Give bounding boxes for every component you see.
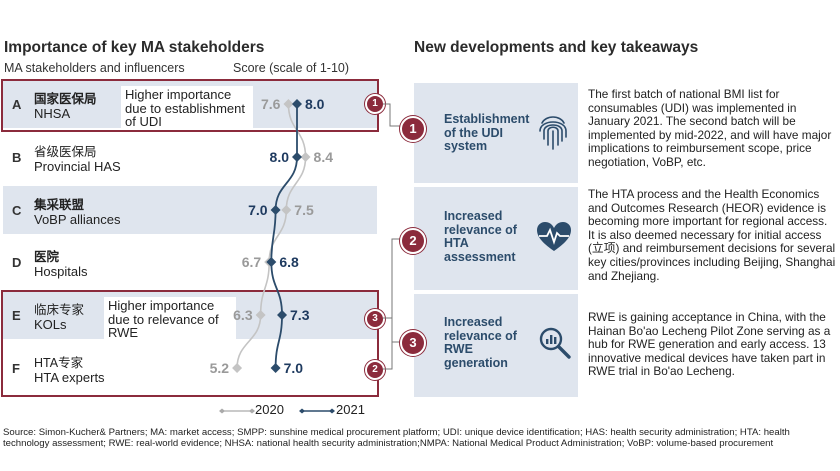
point-2020-F	[232, 363, 243, 373]
stakeholder-en-name: HTA experts	[34, 370, 105, 385]
fingerprint-icon	[539, 116, 567, 150]
point-2020-E	[255, 310, 266, 320]
point-2021-B	[292, 152, 302, 162]
heart-pulse-icon	[537, 222, 571, 251]
development-title: Increased relevance of HTA assessment	[444, 209, 517, 264]
note-nhsa: Higher importance due to establishment o…	[121, 86, 253, 130]
development-description-hta: The HTA process and the Health Economics…	[588, 187, 836, 283]
value-label-2021-E: 7.3	[290, 307, 310, 323]
legend-swatch-2020	[219, 408, 255, 414]
stakeholder-row-b: B 省级医保局 Provincial HAS	[3, 133, 377, 181]
value-label-2020-D: 6.7	[242, 254, 262, 270]
badge-row-e: 3	[365, 309, 385, 329]
point-2021-C	[270, 205, 281, 215]
stakeholder-cn-name: 国家医保局	[34, 92, 97, 106]
score-column-header: Score (scale of 1-10)	[233, 61, 350, 75]
value-label-2021-A: 8.0	[305, 96, 325, 112]
point-2021-A	[292, 99, 302, 109]
value-label-2021-D: 6.8	[279, 254, 299, 270]
development-description-rwe: RWE is gaining acceptance in China, with…	[588, 310, 831, 379]
development-card-udi: Establishment of the UDI system	[414, 83, 578, 183]
badge-row-f: 2	[365, 360, 385, 380]
point-2021-F	[270, 363, 281, 373]
point-2021-D	[266, 257, 277, 267]
point-2020-B	[300, 152, 311, 162]
note-kols: Higher importance due to relevance of RW…	[104, 297, 236, 341]
series-line-2021	[270, 104, 298, 369]
stakeholder-en-name: VoBP alliances	[34, 212, 121, 227]
value-label-2021-B: 8.0	[270, 149, 290, 165]
value-label-2021-F: 7.0	[284, 360, 304, 376]
row-letter: E	[12, 308, 21, 323]
point-2020-A	[283, 99, 294, 109]
value-label-2020-E: 6.3	[233, 307, 253, 323]
badge-row-a: 1	[365, 94, 385, 114]
stakeholder-en-name: NHSA	[34, 106, 71, 121]
stakeholder-row-d: D 医院 Hospitals	[3, 238, 377, 286]
row-letter: D	[12, 255, 22, 270]
stakeholder-cn-name: HTA专家	[34, 356, 84, 370]
value-label-2020-B: 8.4	[314, 149, 334, 165]
badge-development-2: 2	[400, 228, 426, 254]
stakeholder-cn-name: 临床专家	[34, 303, 85, 317]
value-label-2020-C: 7.5	[294, 202, 314, 218]
point-2020-C	[281, 205, 292, 215]
development-title: Establishment of the UDI system	[444, 112, 530, 153]
stakeholder-cn-name: 省级医保局	[34, 145, 97, 159]
badge-development-1: 1	[400, 116, 426, 142]
development-card-rwe: Increased relevance of RWE generation	[414, 294, 578, 397]
stakeholder-en-name: Hospitals	[34, 264, 88, 279]
development-card-hta: Increased relevance of HTA assessment	[414, 187, 578, 290]
value-label-2020-A: 7.6	[261, 96, 281, 112]
development-description-udi: The first batch of national BMI list for…	[588, 87, 832, 169]
row-letter: C	[12, 203, 22, 218]
search-chart-icon	[539, 327, 571, 359]
legend-label-2020: 2020	[255, 402, 284, 417]
legend-label-2021: 2021	[336, 402, 365, 417]
stakeholder-en-name: KOLs	[34, 317, 67, 332]
value-label-2020-F: 5.2	[210, 360, 230, 376]
series-line-2020	[236, 103, 307, 369]
left-title: Importance of key MA stakeholders	[4, 39, 265, 56]
stakeholder-row-f: F HTA专家 HTA experts	[3, 344, 377, 392]
row-letter: A	[12, 97, 22, 112]
point-2021-E	[277, 310, 288, 320]
development-title: Increased relevance of RWE generation	[444, 315, 517, 370]
legend-swatch-2021	[299, 408, 335, 414]
row-letter: F	[12, 361, 20, 376]
row-letter: B	[12, 150, 22, 165]
badge-development-3: 3	[400, 330, 426, 356]
stakeholder-cn-name: 集采联盟	[34, 198, 85, 212]
source-footnote: Source: Simon-Kucher& Partners; MA: mark…	[3, 427, 790, 450]
stakeholder-row-c: C 集采联盟 VoBP alliances	[3, 186, 377, 234]
value-label-2021-C: 7.0	[248, 202, 268, 218]
right-title: New developments and key takeaways	[414, 39, 699, 56]
stakeholders-column-header: MA stakeholders and influencers	[4, 61, 185, 75]
stakeholder-cn-name: 医院	[34, 250, 60, 264]
stakeholder-en-name: Provincial HAS	[34, 159, 121, 174]
